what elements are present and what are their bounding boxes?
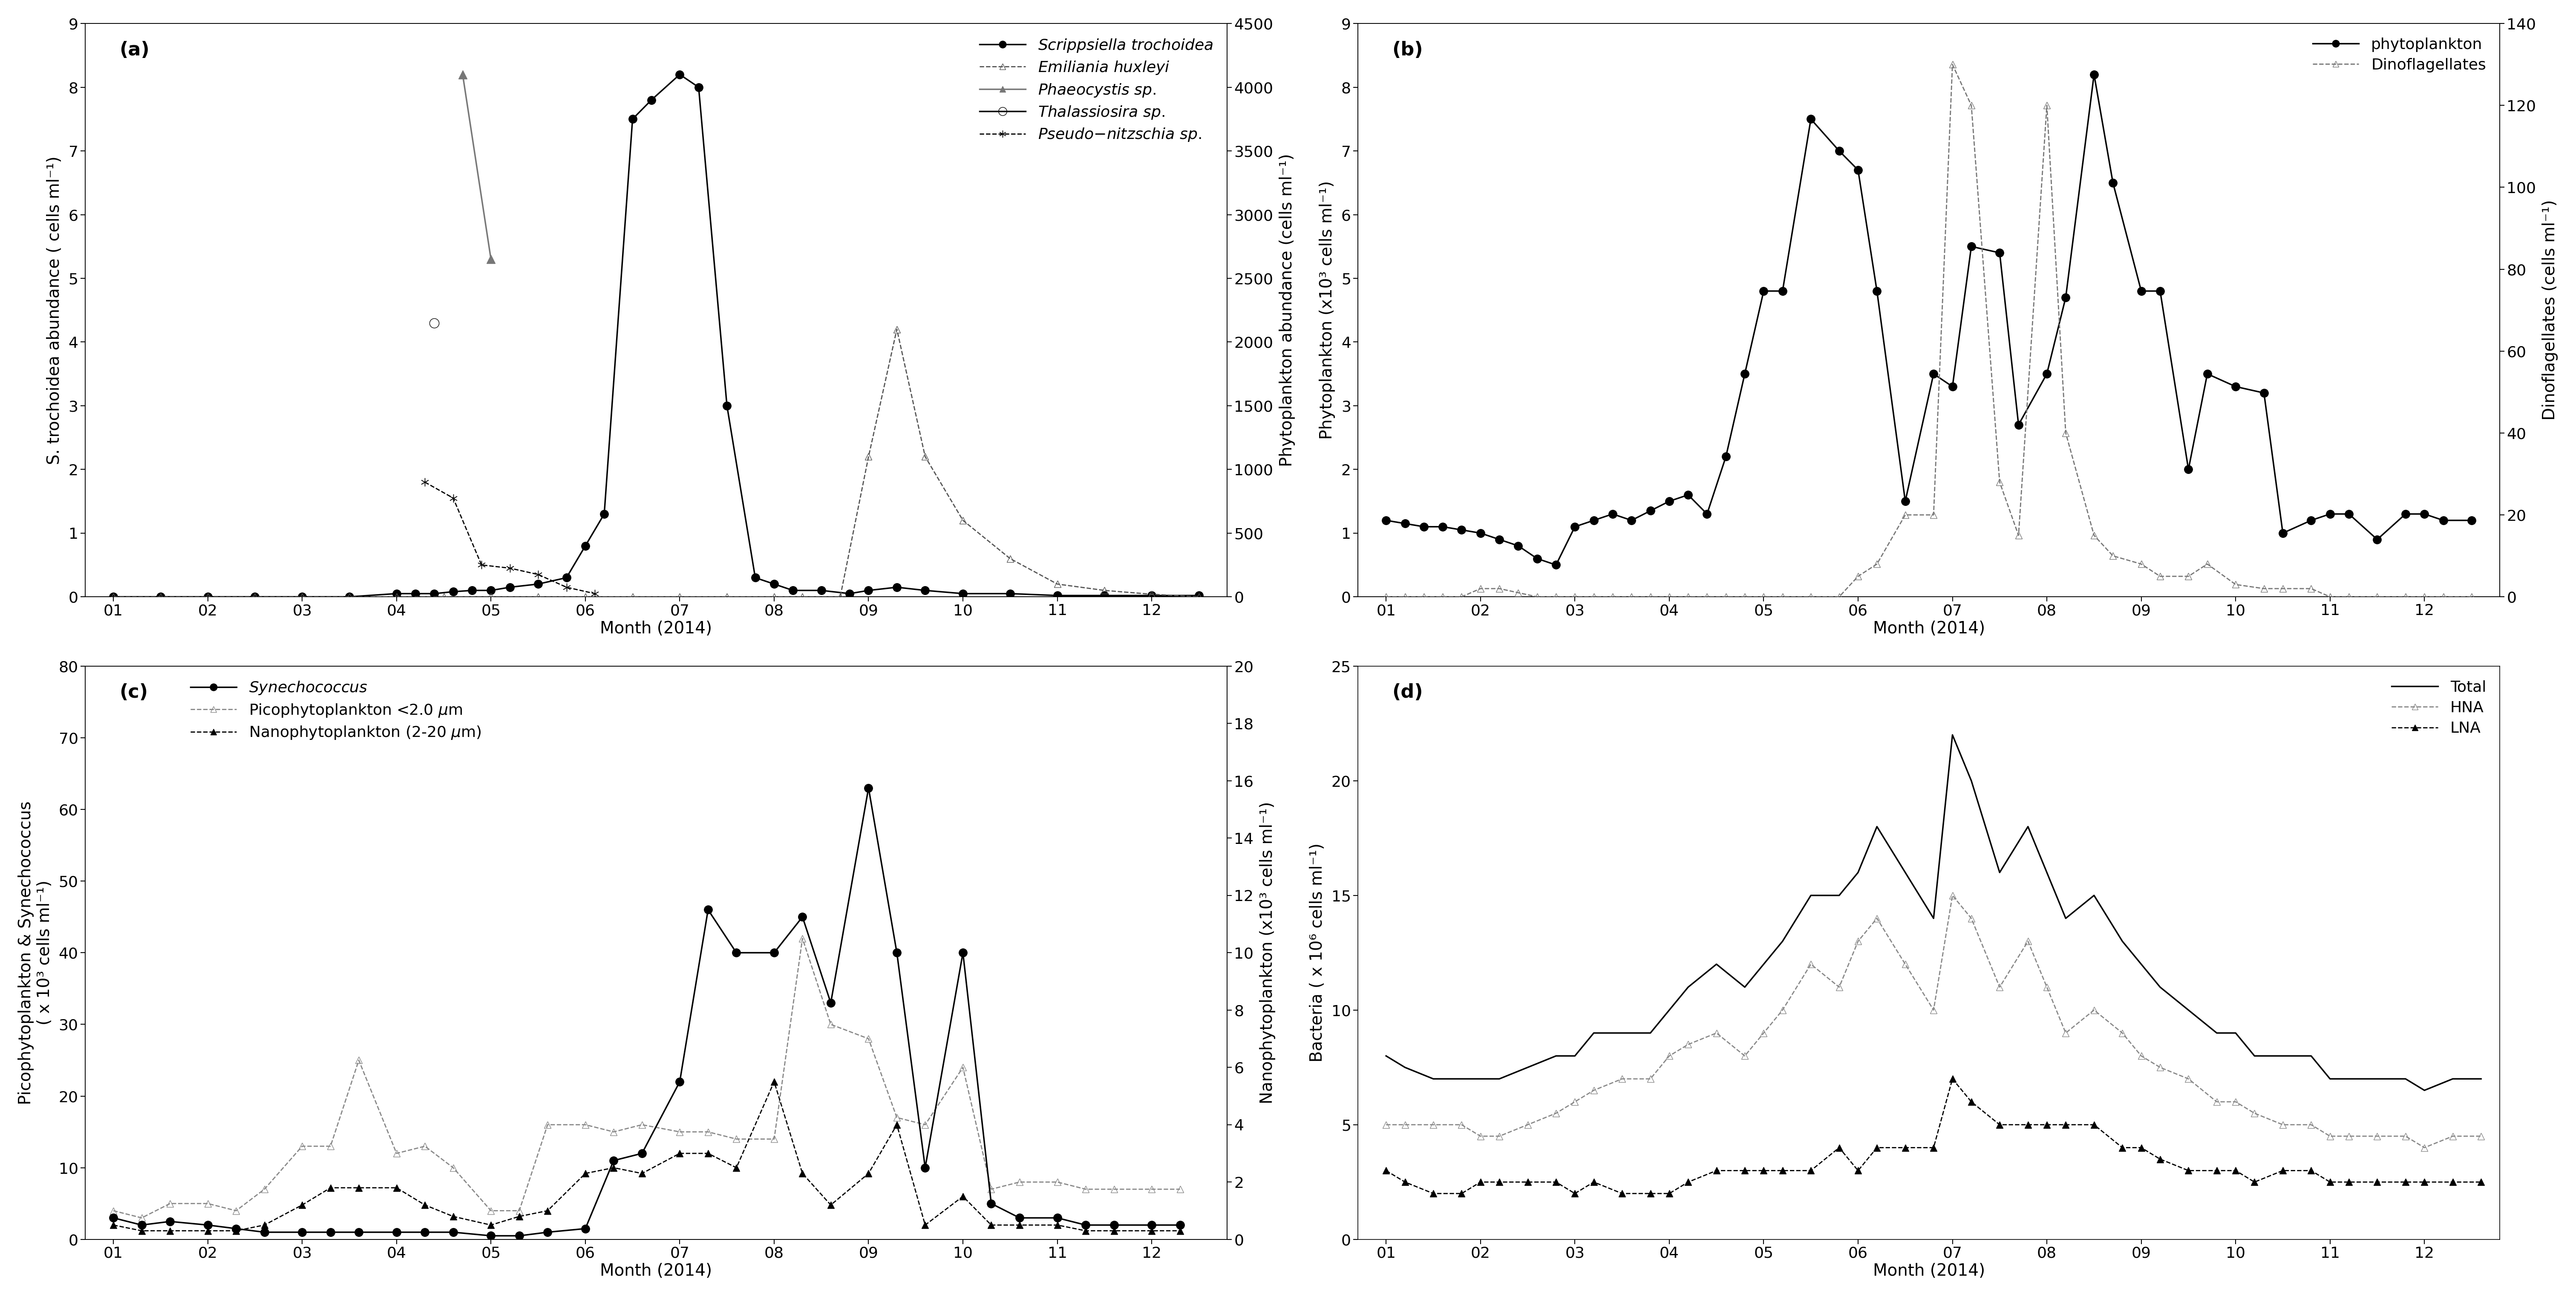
Y-axis label: Picophytoplankton & Synechococcus
( x 10³ cells ml⁻¹): Picophytoplankton & Synechococcus ( x 10… <box>18 800 52 1105</box>
X-axis label: Month (2014): Month (2014) <box>1873 620 1986 637</box>
Y-axis label: S. trochoidea abundance ( cells ml⁻¹): S. trochoidea abundance ( cells ml⁻¹) <box>46 156 62 464</box>
Text: (b): (b) <box>1391 40 1422 60</box>
X-axis label: Month (2014): Month (2014) <box>1873 1263 1986 1279</box>
Text: (a): (a) <box>118 40 149 60</box>
Y-axis label: Bacteria ( x 10⁶ cells ml⁻¹): Bacteria ( x 10⁶ cells ml⁻¹) <box>1309 843 1327 1062</box>
Legend: $\it{Scrippsiella\ trochoidea}$, $\it{Emiliania\ huxleyi}$, $\it{Phaeocystis\ sp: $\it{Scrippsiella\ trochoidea}$, $\it{Em… <box>974 31 1218 149</box>
X-axis label: Month (2014): Month (2014) <box>600 1263 711 1279</box>
Y-axis label: Nanophytoplankton (x10³ cells ml⁻¹): Nanophytoplankton (x10³ cells ml⁻¹) <box>1260 802 1275 1104</box>
Text: (d): (d) <box>1391 684 1422 702</box>
Y-axis label: Phytoplankton abundance (cells ml⁻¹): Phytoplankton abundance (cells ml⁻¹) <box>1280 153 1296 467</box>
Y-axis label: Dinoflagellates (cells ml⁻¹): Dinoflagellates (cells ml⁻¹) <box>2543 200 2558 420</box>
Y-axis label: Phytoplankton (x10³ cells ml⁻¹): Phytoplankton (x10³ cells ml⁻¹) <box>1319 180 1334 440</box>
Legend: Total, HNA, LNA: Total, HNA, LNA <box>2385 673 2491 742</box>
X-axis label: Month (2014): Month (2014) <box>600 620 711 637</box>
Legend: phytoplankton, Dinoflagellates: phytoplankton, Dinoflagellates <box>2306 31 2491 79</box>
Text: (c): (c) <box>118 684 147 702</box>
Legend: $\it{Synechococcus}$, Picophytoplankton <2.0 $\mu$m, Nanophytoplankton (2-20 $\m: $\it{Synechococcus}$, Picophytoplankton … <box>183 673 487 747</box>
